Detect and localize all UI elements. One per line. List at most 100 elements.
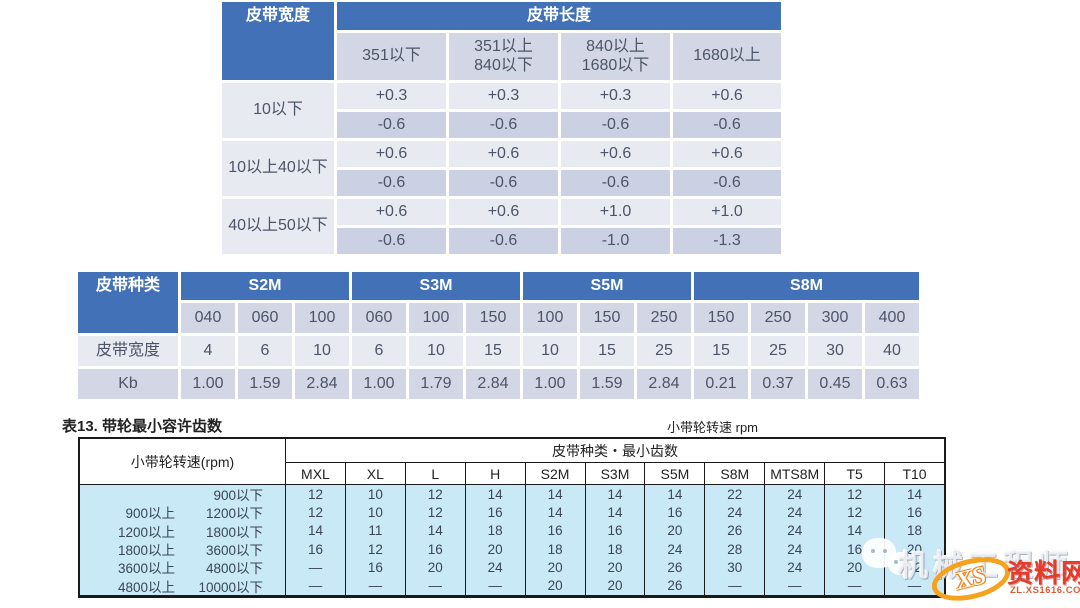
t3-teeth-value: 20 [584,576,645,595]
t3-teeth-value: 20 [584,558,645,577]
t2-group-header: S5M [523,272,691,300]
t3-teeth-value: 16 [344,558,405,577]
belt-length-tolerance-table: 皮带宽度 皮带长度 351以下 351以上 840以下 840以上 1680以下 1680… [222,2,790,259]
t1-length-col-header: 840以上 1680以下 [561,33,670,80]
t2-kb-value: 0.63 [865,369,919,399]
t3-range-to: 10000以下 [198,579,263,595]
t2-kb-value: 1.00 [523,369,577,399]
t3-range-from: 1800以上 [117,543,175,559]
t2-kb-value: 1.79 [409,369,463,399]
t3-teeth-value: 12 [404,485,465,504]
t2-code-header: 400 [865,303,919,333]
t1-length-col-header: 351以上 840以下 [449,33,558,80]
t3-column-header: S2M [524,463,585,485]
t2-width-value: 10 [523,336,577,366]
t3-teeth-value: 16 [464,503,525,522]
t3-column-header: H [464,463,525,485]
t2-code-header: 060 [352,303,406,333]
t2-type-header: 皮带种类 [78,272,178,333]
t3-range-from: 3600以上 [117,561,175,577]
t1-plus-value: +0.3 [561,83,670,109]
t2-kb-value: 0.37 [751,369,805,399]
t2-code-header: 100 [295,303,349,333]
t3-teeth-value: 20 [644,521,705,540]
t1-plus-value: +0.6 [337,199,446,225]
t3-teeth-value: 20 [524,576,585,595]
t3-teeth-value: 18 [584,539,645,559]
t3-teeth-header: 皮带种类・最小齿数 [285,439,944,463]
t2-code-header: 150 [466,303,520,333]
t3-teeth-value: 10 [344,485,405,504]
t3-column-header: T10 [884,463,944,485]
t3-teeth-value: 14 [824,521,885,540]
t3-teeth-value: — [404,576,465,595]
t3-teeth-value: — [285,558,345,577]
t1-minus-value: -0.6 [449,228,558,254]
t3-teeth-value: 12 [285,503,345,522]
t1-length-col-header: 1680以上 [673,33,781,80]
t3-range-to: 1200以下 [205,506,263,522]
t1-minus-value: -0.6 [673,170,781,196]
t3-teeth-value: 24 [464,558,525,577]
t3-teeth-value: 26 [704,521,765,540]
t3-teeth-value: 10 [344,503,405,522]
t2-width-value: 10 [295,336,349,366]
t1-plus-value: +0.6 [673,83,781,109]
t3-teeth-value: 30 [704,558,765,577]
t1-minus-value: -0.6 [449,112,558,138]
t2-kb-value: 2.84 [466,369,520,399]
t3-teeth-value: 16 [524,521,585,540]
t2-width-value: 15 [580,336,634,366]
t3-teeth-value: 18 [524,539,585,559]
t3-teeth-value: 16 [644,503,705,522]
pulley-speed-unit-note: 小带轮转速 rpm [667,420,759,435]
wechat-icon [858,536,918,584]
t3-teeth-value: 18 [884,521,944,540]
t3-range-from: 1200以上 [117,524,175,540]
t3-teeth-value: 14 [584,503,645,522]
t3-teeth-value: 14 [404,521,465,540]
t3-teeth-value: 24 [764,503,825,522]
t1-minus-value: -0.6 [337,228,446,254]
t3-column-header: MTS8M [764,463,825,485]
t2-group-header: S3M [352,272,520,300]
t3-speed-range: 1200以上 1800以下 [80,521,285,540]
t1-length-header: 皮带长度 [337,2,781,30]
t3-teeth-value: 14 [584,485,645,504]
t3-teeth-value: 24 [704,503,765,522]
t3-speed-range: 3600以上 4800以下 [80,558,285,577]
t2-code-header: 040 [181,303,235,333]
t3-teeth-value: 14 [464,485,525,504]
t2-code-header: 250 [637,303,691,333]
t3-teeth-value: 20 [404,558,465,577]
t3-teeth-value: — [464,576,525,595]
t3-teeth-value: 24 [764,485,825,504]
t3-speed-range: 1800以上 3600以下 [80,539,285,559]
t2-kb-value: 2.84 [637,369,691,399]
t3-teeth-value: 26 [644,558,705,577]
t1-minus-value: -0.6 [673,112,781,138]
t1-plus-value: +0.6 [449,199,558,225]
t3-teeth-value: 24 [764,521,825,540]
t2-width-value: 6 [352,336,406,366]
t1-minus-value: -1.0 [561,228,670,254]
t3-column-header: S3M [584,463,645,485]
t2-width-value: 25 [751,336,805,366]
t2-width-value: 30 [808,336,862,366]
t3-teeth-value: 24 [644,539,705,559]
t2-kb-value: 0.21 [694,369,748,399]
table13-caption: 表13. 带轮最小容许齿数 [62,418,223,435]
t3-teeth-value: 14 [644,485,705,504]
t3-teeth-value: — [764,576,825,595]
t2-group-header: S2M [181,272,349,300]
t2-width-value: 25 [637,336,691,366]
t2-code-header: 250 [751,303,805,333]
t2-kb-value: 2.84 [295,369,349,399]
belt-type-kb-table: 皮带种类 S2M S3M S5M S8M 040 060 100 060 100 150 100 150… [78,272,920,403]
t3-column-header: L [404,463,465,485]
ziliaowang-logo-text: 资料网 [1007,558,1080,588]
t3-teeth-value: 14 [285,521,345,540]
t3-teeth-value: — [344,576,405,595]
wechat-bubble-small [888,552,914,575]
t1-plus-value: +0.6 [449,141,558,167]
